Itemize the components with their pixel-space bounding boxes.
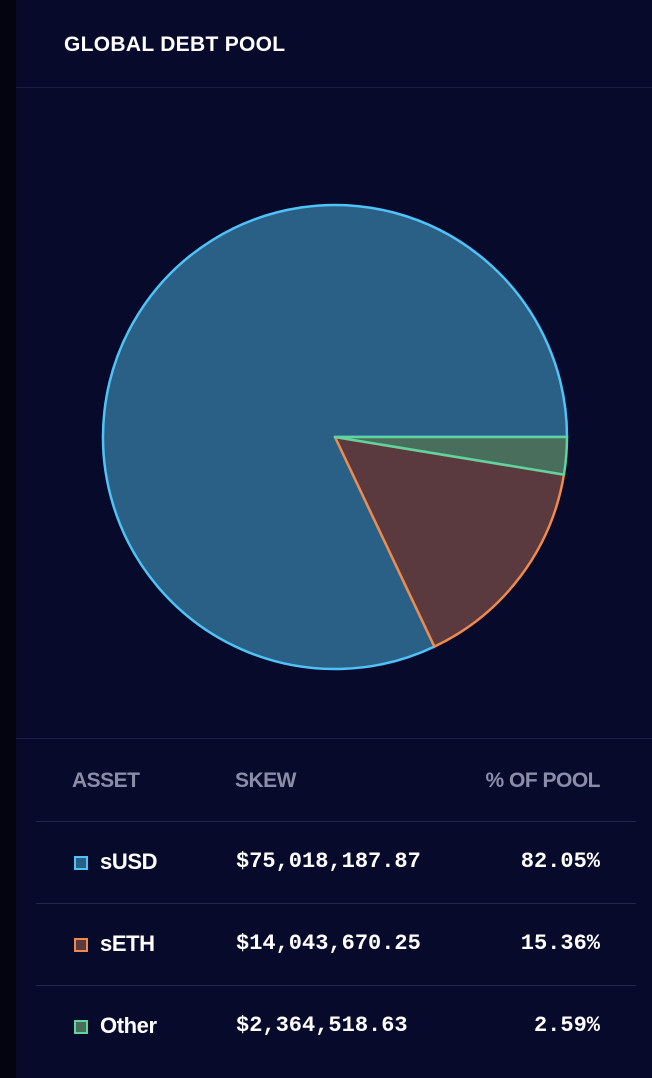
legend-swatch-icon (74, 856, 88, 870)
pie-slice-other (333, 435, 569, 476)
percent-value: 15.36% (520, 931, 600, 956)
table-row: sETH $14,043,670.25 15.36% (36, 903, 636, 986)
header-asset: ASSET (72, 769, 140, 792)
pie-chart (101, 203, 569, 671)
skew-value: $2,364,518.63 (236, 1013, 408, 1038)
percent-value: 2.59% (533, 1013, 600, 1038)
asset-name: sETH (100, 931, 155, 956)
header-skew: SKEW (235, 769, 297, 792)
table-row: Other $2,364,518.63 2.59% (36, 985, 636, 1068)
asset-name: sUSD (100, 849, 158, 874)
pie-chart-area (16, 89, 652, 738)
asset-name: Other (100, 1013, 157, 1038)
legend-swatch-icon (74, 1020, 88, 1034)
header-percent-of-pool: % OF POOL (485, 769, 600, 792)
global-debt-pool-panel: GLOBAL DEBT POOL ASSET SKEW % OF POOL sU… (16, 0, 652, 1078)
skew-value: $14,043,670.25 (236, 931, 421, 956)
skew-value: $75,018,187.87 (236, 849, 421, 874)
debt-pool-table: ASSET SKEW % OF POOL sUSD $75,018,187.87… (16, 738, 652, 1078)
left-edge-strip (0, 0, 16, 1078)
percent-value: 82.05% (520, 849, 600, 874)
panel-header: GLOBAL DEBT POOL (16, 0, 652, 88)
panel-title: GLOBAL DEBT POOL (64, 33, 286, 56)
pie-slice-seth (333, 435, 566, 648)
table-row: sUSD $75,018,187.87 82.05% (36, 821, 636, 904)
legend-swatch-icon (74, 938, 88, 952)
